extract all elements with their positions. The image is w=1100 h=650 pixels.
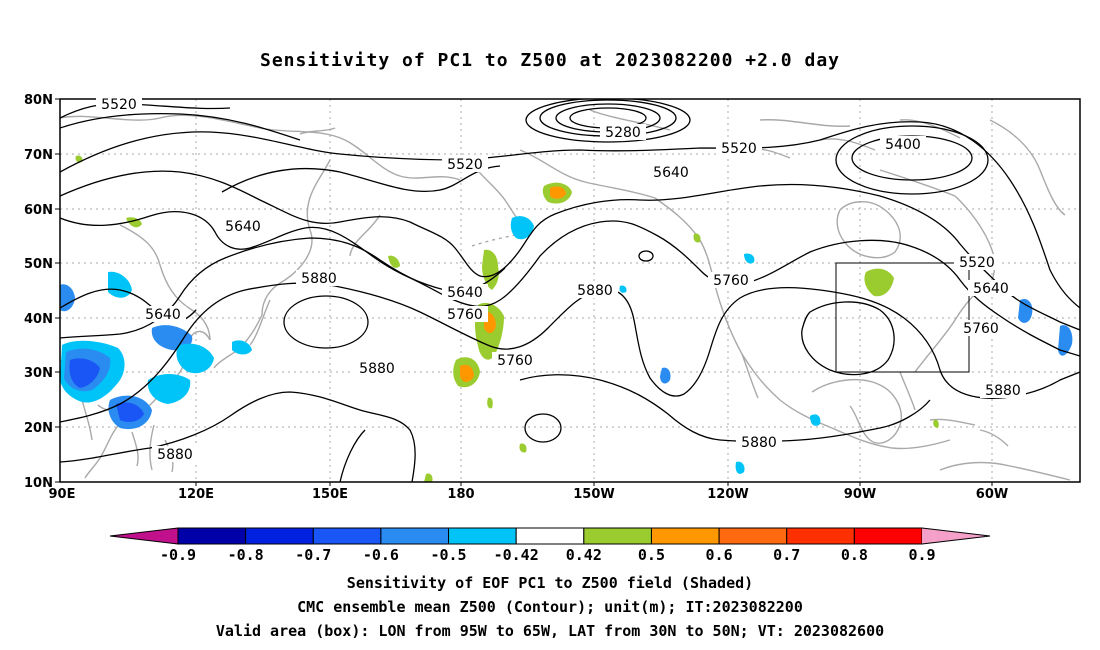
colorbar-low-extend bbox=[110, 528, 178, 544]
colorbar-box bbox=[245, 527, 314, 545]
caption-line-1: Sensitivity of EOF PC1 to Z500 field (Sh… bbox=[346, 574, 754, 592]
contour-label: 5760 bbox=[447, 307, 483, 323]
contour-label: 5520 bbox=[447, 157, 483, 173]
contour-label: 5640 bbox=[653, 165, 689, 181]
colorbar-box bbox=[380, 527, 450, 545]
lon-axis: 90E 120E 150E 180 150W 120W 90W 60W bbox=[49, 482, 1008, 502]
contour-label: 5880 bbox=[359, 361, 395, 377]
map-area bbox=[60, 99, 1080, 482]
contour-label: 5880 bbox=[985, 383, 1021, 399]
colorbar-label: -0.42 bbox=[494, 546, 539, 564]
colorbar-boxes bbox=[177, 527, 923, 545]
colorbar-label: 0.8 bbox=[841, 546, 868, 564]
colorbar-label: 0.5 bbox=[638, 546, 665, 564]
contour-label: 5280 bbox=[605, 125, 641, 141]
lat-label: 40N bbox=[24, 312, 53, 327]
sensitivity-shading bbox=[60, 155, 1073, 482]
colorbar-label: 0.42 bbox=[566, 546, 602, 564]
lat-label: 60N bbox=[24, 203, 53, 218]
colorbar-box bbox=[515, 527, 585, 545]
lat-label: 20N bbox=[24, 421, 53, 436]
lon-label: 120E bbox=[178, 487, 214, 502]
colorbar-label: -0.5 bbox=[430, 546, 466, 564]
colorbar-label: -0.6 bbox=[363, 546, 399, 564]
colorbar-label: 0.7 bbox=[773, 546, 800, 564]
contour-label: 5520 bbox=[101, 97, 137, 113]
contour-label: 5880 bbox=[157, 447, 193, 463]
colorbar-label: -0.7 bbox=[295, 546, 331, 564]
colorbar-box bbox=[177, 527, 247, 545]
chart-title: Sensitivity of PC1 to Z500 at 2023082200… bbox=[259, 50, 840, 71]
lat-label: 30N bbox=[24, 366, 53, 381]
lat-label: 10N bbox=[24, 476, 53, 491]
lat-label: 50N bbox=[24, 257, 53, 272]
caption-line-3: Valid area (box): LON from 95W to 65W, L… bbox=[215, 622, 885, 640]
grid-lines bbox=[60, 99, 1080, 482]
lat-label: 80N bbox=[24, 93, 53, 108]
lon-label: 60W bbox=[976, 487, 1008, 502]
colorbar-box bbox=[718, 527, 788, 545]
colorbar-labels: -0.9 -0.8 -0.7 -0.6 -0.5 -0.42 0.42 0.5 0.6 0.7 0.… bbox=[160, 546, 936, 564]
lat-label: 70N bbox=[24, 148, 53, 163]
colorbar: -0.9 -0.8 -0.7 -0.6 -0.5 -0.42 0.42 0.5 0.6 0.7 0.… bbox=[109, 527, 991, 564]
colorbar-box bbox=[650, 527, 720, 545]
valid-area-box bbox=[835, 262, 970, 373]
colorbar-label: 0.6 bbox=[706, 546, 733, 564]
colorbar-label: -0.9 bbox=[160, 546, 196, 564]
lat-axis: 80N 70N 60N 50N 40N 30N 20N 10N bbox=[24, 93, 60, 491]
contour-label: 5760 bbox=[713, 273, 749, 289]
contour-label: 5760 bbox=[497, 353, 533, 369]
contour-label: 5400 bbox=[885, 137, 921, 153]
contour-label: 5640 bbox=[145, 307, 181, 323]
lon-label: 150W bbox=[573, 487, 614, 502]
contour-label: 5640 bbox=[225, 219, 261, 235]
colorbar-label: -0.8 bbox=[228, 546, 264, 564]
contour-label: 5880 bbox=[577, 283, 613, 299]
contour-labels: 5520 5280 5520 5520 5400 5640 5640 5520 … bbox=[96, 96, 1026, 463]
colorbar-box bbox=[312, 527, 382, 545]
lon-label: 120W bbox=[707, 487, 748, 502]
caption-line-2: CMC ensemble mean Z500 (Contour); unit(m… bbox=[297, 598, 803, 616]
lon-label: 150E bbox=[312, 487, 348, 502]
contour-label: 5520 bbox=[959, 255, 995, 271]
contour-label: 5520 bbox=[721, 141, 757, 157]
contour-label: 5640 bbox=[447, 285, 483, 301]
contour-label: 5880 bbox=[301, 271, 337, 287]
map-border bbox=[59, 98, 1081, 483]
contour-label: 5760 bbox=[963, 321, 999, 337]
lon-label: 180 bbox=[447, 487, 474, 502]
lon-label: 90W bbox=[844, 487, 876, 502]
lon-label: 90E bbox=[49, 487, 76, 502]
z500-contours bbox=[60, 99, 1080, 482]
contour-label: 5640 bbox=[973, 281, 1009, 297]
colorbar-box bbox=[583, 527, 652, 545]
colorbar-box bbox=[448, 527, 517, 545]
colorbar-label: 0.9 bbox=[908, 546, 935, 564]
colorbar-box bbox=[853, 527, 923, 545]
colorbar-high-extend bbox=[922, 528, 990, 544]
contour-label: 5880 bbox=[741, 435, 777, 451]
colorbar-box bbox=[786, 527, 855, 545]
